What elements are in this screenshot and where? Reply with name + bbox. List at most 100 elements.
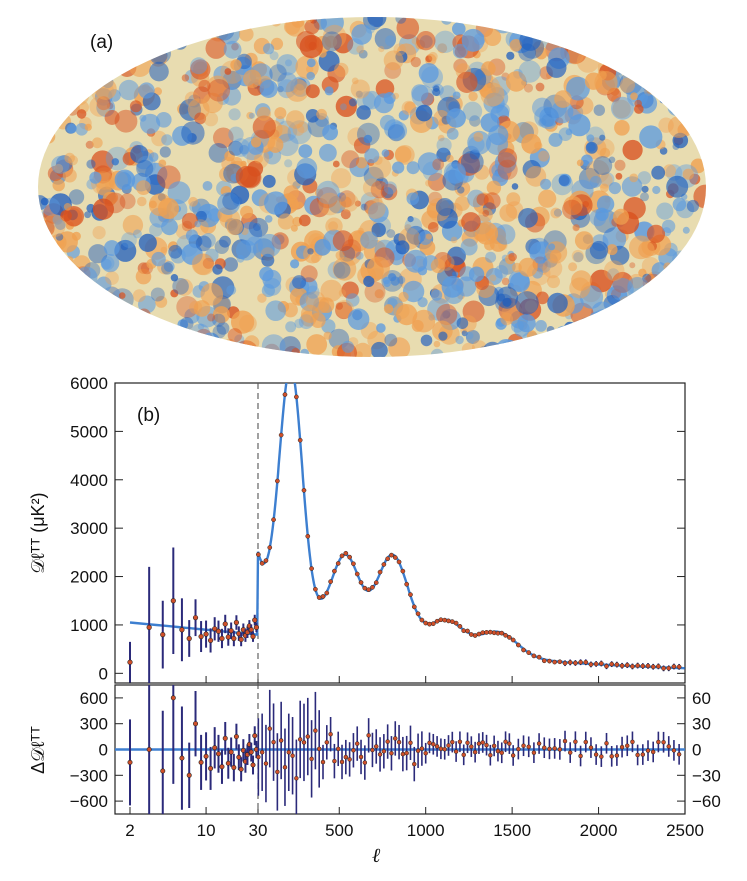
map-fluctuation: [401, 100, 416, 116]
map-fluctuation: [62, 17, 84, 28]
map-fluctuation: [163, 261, 175, 272]
high-ell-residual-point: [400, 751, 406, 757]
map-fluctuation: [111, 158, 120, 166]
map-fluctuation: [673, 73, 680, 80]
map-fluctuation: [397, 276, 406, 284]
map-fluctuation: [290, 259, 300, 269]
map-fluctuation: [270, 37, 284, 51]
high-ell-data-point: [392, 555, 398, 560]
map-fluctuation: [44, 86, 59, 101]
map-fluctuation: [392, 92, 400, 100]
map-fluctuation: [332, 257, 357, 281]
map-fluctuation: [51, 155, 70, 174]
map-fluctuation: [508, 252, 517, 262]
map-fluctuation: [586, 126, 605, 146]
map-fluctuation: [388, 337, 411, 357]
map-fluctuation: [692, 50, 706, 69]
high-ell-residual-point: [389, 751, 394, 756]
map-fluctuation: [468, 266, 485, 282]
top-y-tick-label: 0: [99, 664, 108, 683]
high-ell-data-point: [583, 659, 589, 665]
high-ell-data-point: [419, 617, 425, 623]
map-fluctuation: [66, 27, 78, 38]
map-fluctuation: [283, 302, 298, 318]
map-fluctuation: [119, 193, 136, 210]
map-fluctuation: [505, 71, 527, 92]
map-fluctuation: [306, 71, 316, 81]
map-fluctuation: [664, 294, 678, 308]
map-fluctuation: [568, 262, 578, 272]
map-fluctuation: [417, 297, 428, 308]
map-fluctuation: [669, 314, 689, 335]
map-fluctuation: [305, 291, 326, 311]
map-fluctuation: [52, 263, 65, 276]
bottom-right-y-tick-label: 60: [692, 689, 711, 708]
low-ell-residual-point: [146, 746, 152, 752]
map-fluctuation: [328, 221, 339, 232]
low-ell-data-point: [179, 627, 185, 633]
map-fluctuation: [629, 173, 639, 183]
high-ell-data-point: [400, 568, 406, 574]
map-fluctuation: [671, 72, 678, 79]
map-fluctuation: [411, 319, 424, 332]
map-fluctuation: [85, 140, 94, 149]
map-fluctuation: [355, 251, 364, 260]
map-fluctuation: [566, 339, 575, 349]
high-ell-data-point: [588, 662, 594, 667]
map-fluctuation: [376, 323, 386, 333]
low-ell-data-point: [225, 634, 231, 640]
map-fluctuation: [118, 66, 126, 74]
high-ell-residual-point: [604, 741, 609, 746]
low-ell-residual-point: [215, 751, 221, 757]
map-fluctuation: [576, 159, 584, 167]
map-fluctuation: [381, 149, 390, 158]
map-fluctuation: [446, 108, 466, 128]
map-fluctuation: [660, 31, 672, 43]
map-fluctuation: [441, 17, 453, 25]
map-fluctuation: [588, 50, 597, 59]
map-fluctuation: [104, 240, 120, 256]
map-fluctuation: [52, 298, 61, 307]
low-ell-data-point: [252, 617, 258, 623]
high-ell-data-point: [297, 437, 303, 443]
low-ell-residual-point: [228, 749, 234, 755]
map-fluctuation: [416, 31, 436, 51]
map-fluctuation: [269, 64, 287, 82]
high-ell-data-point: [320, 594, 326, 599]
map-fluctuation: [332, 230, 354, 252]
map-fluctuation: [63, 206, 84, 227]
map-fluctuation: [118, 292, 126, 299]
map-fluctuation: [296, 30, 317, 52]
high-ell-residual-point: [650, 749, 656, 755]
map-fluctuation: [331, 168, 352, 189]
map-fluctuation: [230, 59, 242, 71]
map-fluctuation: [136, 159, 154, 177]
map-fluctuation: [576, 317, 599, 340]
map-fluctuation: [187, 28, 199, 39]
map-fluctuation: [611, 96, 634, 120]
high-ell-data-point: [541, 658, 547, 664]
map-fluctuation: [612, 99, 631, 119]
map-fluctuation: [180, 317, 194, 331]
map-fluctuation: [213, 19, 235, 41]
map-fluctuation: [444, 284, 464, 305]
map-fluctuation: [205, 37, 227, 59]
map-fluctuation: [130, 346, 150, 357]
high-ell-residual-point: [645, 748, 651, 753]
map-fluctuation: [425, 179, 432, 187]
high-ell-residual-point: [320, 759, 326, 765]
map-fluctuation: [160, 246, 167, 254]
map-fluctuation: [367, 17, 387, 28]
map-fluctuation: [235, 239, 257, 261]
map-fluctuation: [88, 244, 108, 264]
map-fluctuation: [305, 84, 320, 99]
map-fluctuation: [128, 29, 147, 49]
map-fluctuation: [46, 339, 69, 357]
high-ell-residual-point: [547, 746, 552, 752]
map-fluctuation: [49, 346, 66, 357]
map-fluctuation: [481, 61, 496, 76]
high-ell-residual-point: [373, 744, 379, 749]
map-fluctuation: [181, 212, 198, 229]
map-fluctuation: [62, 168, 77, 183]
